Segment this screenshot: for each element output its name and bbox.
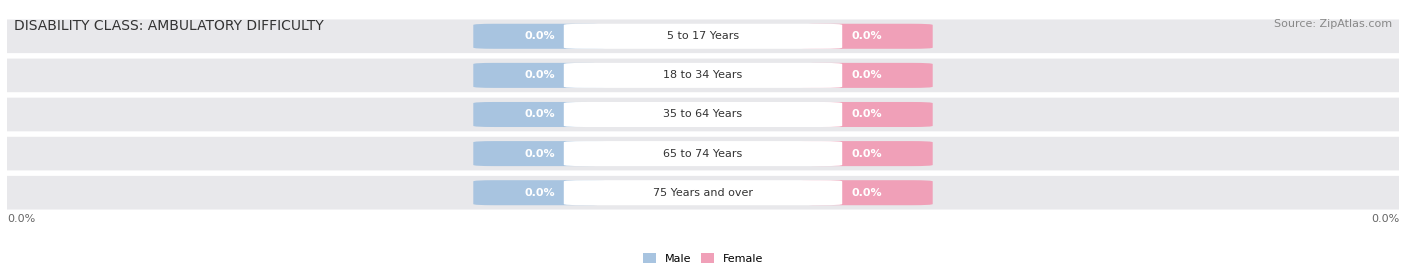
FancyBboxPatch shape — [800, 102, 932, 127]
FancyBboxPatch shape — [800, 24, 932, 49]
FancyBboxPatch shape — [564, 141, 842, 166]
FancyBboxPatch shape — [564, 180, 842, 205]
Text: 0.0%: 0.0% — [851, 148, 882, 159]
Text: DISABILITY CLASS: AMBULATORY DIFFICULTY: DISABILITY CLASS: AMBULATORY DIFFICULTY — [14, 19, 323, 33]
FancyBboxPatch shape — [0, 59, 1406, 92]
Text: 0.0%: 0.0% — [524, 148, 555, 159]
FancyBboxPatch shape — [474, 24, 606, 49]
Text: 0.0%: 0.0% — [1371, 214, 1399, 224]
FancyBboxPatch shape — [474, 180, 606, 205]
Text: 0.0%: 0.0% — [851, 188, 882, 198]
Text: 5 to 17 Years: 5 to 17 Years — [666, 31, 740, 41]
Text: 18 to 34 Years: 18 to 34 Years — [664, 70, 742, 80]
FancyBboxPatch shape — [800, 180, 932, 205]
FancyBboxPatch shape — [0, 98, 1406, 131]
Text: 65 to 74 Years: 65 to 74 Years — [664, 148, 742, 159]
FancyBboxPatch shape — [474, 102, 606, 127]
Text: 35 to 64 Years: 35 to 64 Years — [664, 109, 742, 119]
FancyBboxPatch shape — [0, 19, 1406, 53]
FancyBboxPatch shape — [800, 63, 932, 88]
FancyBboxPatch shape — [474, 141, 606, 166]
Text: Source: ZipAtlas.com: Source: ZipAtlas.com — [1274, 19, 1392, 29]
Text: 75 Years and over: 75 Years and over — [652, 188, 754, 198]
FancyBboxPatch shape — [0, 176, 1406, 210]
FancyBboxPatch shape — [564, 24, 842, 49]
FancyBboxPatch shape — [564, 63, 842, 88]
Text: 0.0%: 0.0% — [524, 31, 555, 41]
Legend: Male, Female: Male, Female — [643, 253, 763, 264]
Text: 0.0%: 0.0% — [524, 188, 555, 198]
Text: 0.0%: 0.0% — [851, 31, 882, 41]
Text: 0.0%: 0.0% — [524, 109, 555, 119]
Text: 0.0%: 0.0% — [851, 109, 882, 119]
FancyBboxPatch shape — [0, 137, 1406, 171]
Text: 0.0%: 0.0% — [524, 70, 555, 80]
FancyBboxPatch shape — [800, 141, 932, 166]
FancyBboxPatch shape — [564, 102, 842, 127]
Text: 0.0%: 0.0% — [851, 70, 882, 80]
Text: 0.0%: 0.0% — [7, 214, 35, 224]
FancyBboxPatch shape — [474, 63, 606, 88]
